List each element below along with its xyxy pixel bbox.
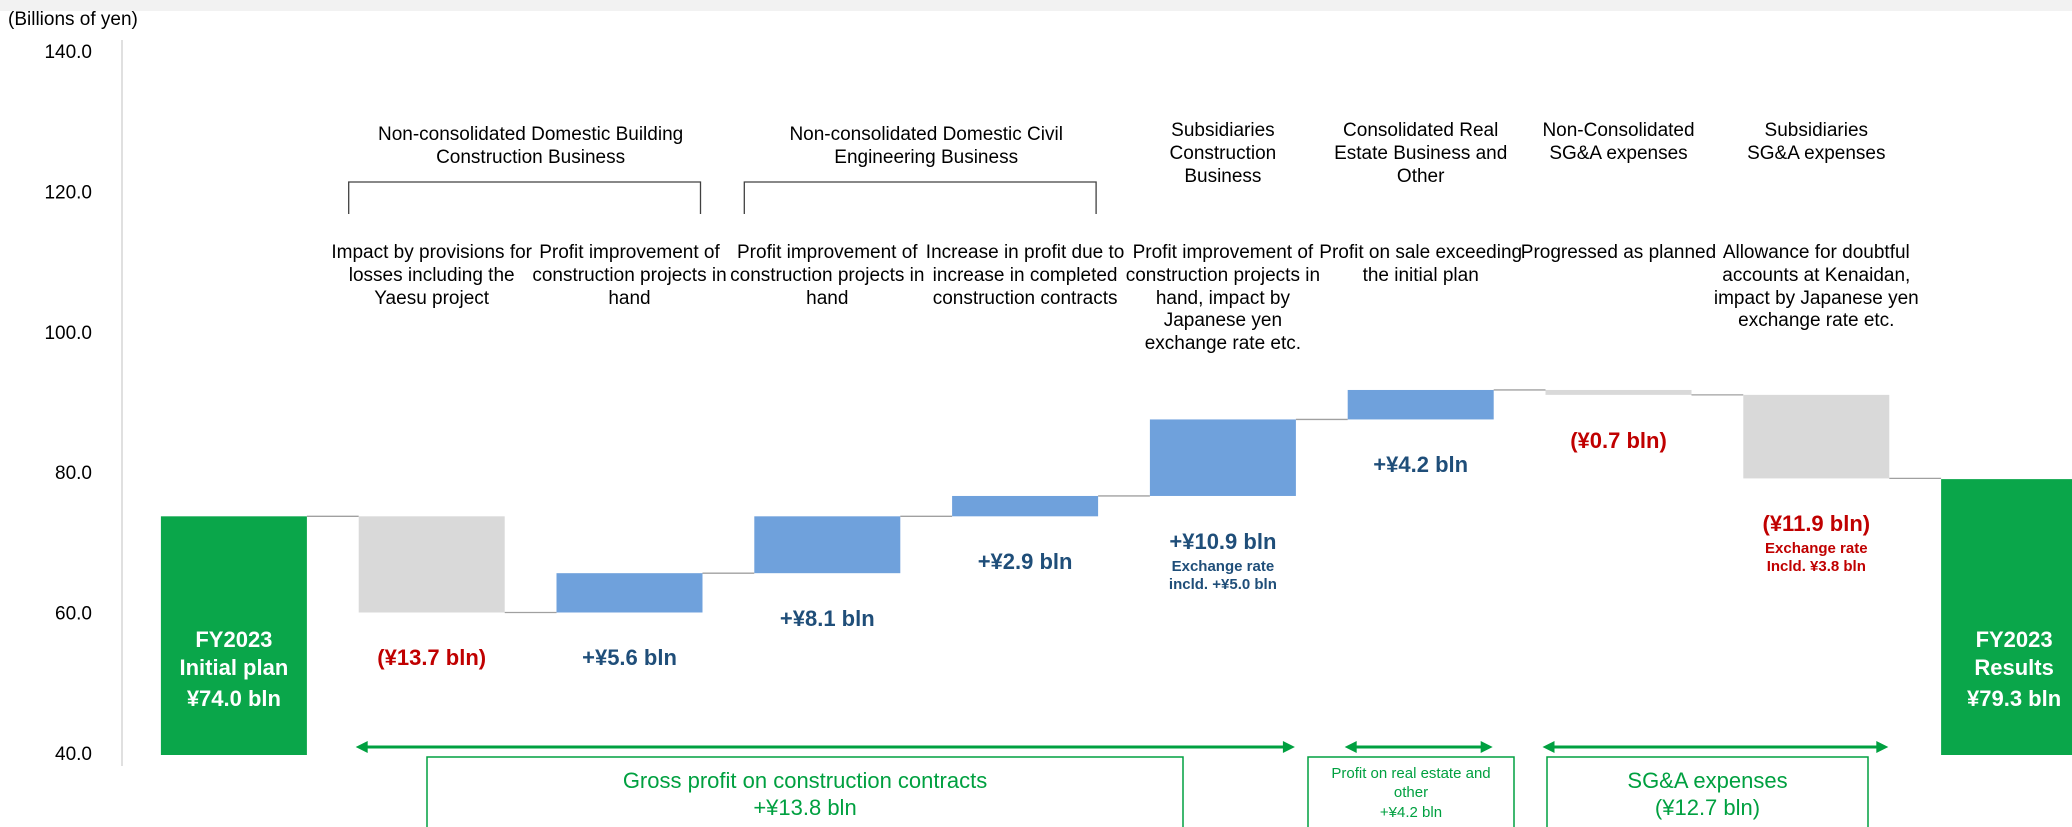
bar bbox=[358, 516, 505, 613]
summary-box bbox=[426, 756, 1184, 827]
arrow-head bbox=[1876, 741, 1889, 753]
y-tick-label: 100.0 bbox=[44, 323, 92, 344]
group-header: Non-consolidated Domestic Civil Engineer… bbox=[789, 124, 1063, 168]
bar bbox=[754, 516, 901, 574]
bar bbox=[952, 495, 1099, 517]
category-label: Profit on sale exceeding the initial pla… bbox=[1319, 242, 1523, 286]
group-header: Subsidiaries SG&A expenses bbox=[1747, 120, 1886, 164]
y-tick-label: 60.0 bbox=[55, 604, 92, 625]
total-label: FY2023 Initial plan bbox=[179, 627, 289, 680]
top-strip bbox=[0, 0, 2072, 11]
arrow-head bbox=[1344, 741, 1357, 753]
value-label: (¥0.7 bln) bbox=[1570, 427, 1667, 453]
value-label: (¥13.7 bln) bbox=[377, 645, 487, 671]
summary-box bbox=[1307, 756, 1515, 827]
group-header: Non-consolidated Domestic Building Const… bbox=[377, 124, 684, 168]
category-label: Progressed as planned bbox=[1520, 242, 1717, 263]
category-label: Impact by provisions for losses includin… bbox=[331, 242, 532, 309]
bar bbox=[1743, 394, 1890, 479]
y-tick-label: 40.0 bbox=[55, 744, 92, 765]
bracket bbox=[348, 181, 702, 214]
summary-label: Profit on real estate and other bbox=[1331, 765, 1491, 801]
value-label: +¥4.2 bln bbox=[1373, 452, 1469, 478]
arrow-head bbox=[1282, 741, 1295, 753]
value-label: +¥2.9 bln bbox=[977, 549, 1073, 575]
bar bbox=[160, 516, 307, 755]
arrow-head bbox=[1480, 741, 1493, 753]
annotation: Exchange rate Incld. ¥3.8 bln bbox=[1765, 540, 1868, 576]
value-label: +¥8.1 bln bbox=[779, 606, 875, 632]
summary-value: +¥4.2 bln bbox=[1379, 804, 1443, 821]
bar bbox=[1545, 389, 1692, 395]
y-axis-label: (Billions of yen) bbox=[8, 9, 138, 30]
value-label: (¥11.9 bln) bbox=[1762, 511, 1871, 537]
summary-label: Gross profit on construction contracts bbox=[622, 768, 988, 793]
summary-value: +¥13.8 bln bbox=[753, 795, 857, 820]
total-label: FY2023 Results bbox=[1974, 627, 2054, 680]
arrow-head bbox=[355, 741, 368, 753]
annotation: Exchange rate incld. +¥5.0 bln bbox=[1168, 557, 1277, 593]
category-label: Profit improvement of construction proje… bbox=[1125, 242, 1321, 355]
y-tick-label: 140.0 bbox=[44, 42, 92, 63]
value-label: ¥74.0 bln bbox=[186, 686, 281, 711]
bar bbox=[556, 573, 703, 613]
bracket bbox=[743, 181, 1097, 214]
y-tick-label: 120.0 bbox=[44, 182, 92, 203]
category-label: Profit improvement of construction proje… bbox=[730, 242, 925, 309]
group-header: Non-Consolidated SG&A expenses bbox=[1542, 120, 1695, 164]
bar bbox=[1941, 479, 2072, 755]
bar bbox=[1149, 419, 1296, 496]
category-label: Profit improvement of construction proje… bbox=[532, 242, 727, 309]
category-label: Allowance for doubtful accounts at Kenai… bbox=[1713, 242, 1919, 332]
value-label: +¥10.9 bln bbox=[1169, 528, 1277, 554]
bar bbox=[1347, 389, 1494, 420]
value-label: ¥79.3 bln bbox=[1967, 686, 2062, 711]
group-header: Subsidiaries Construction Business bbox=[1169, 120, 1277, 187]
y-tick-label: 80.0 bbox=[55, 463, 92, 484]
category-label: Increase in profit due to increase in co… bbox=[925, 242, 1125, 309]
summary-value: (¥12.7 bln) bbox=[1654, 795, 1761, 820]
value-label: +¥5.6 bln bbox=[582, 645, 677, 671]
summary-label: SG&A expenses bbox=[1627, 768, 1788, 793]
arrow-head bbox=[1542, 741, 1555, 753]
group-header: Consolidated Real Estate Business and Ot… bbox=[1334, 120, 1508, 187]
summary-box bbox=[1546, 756, 1869, 827]
